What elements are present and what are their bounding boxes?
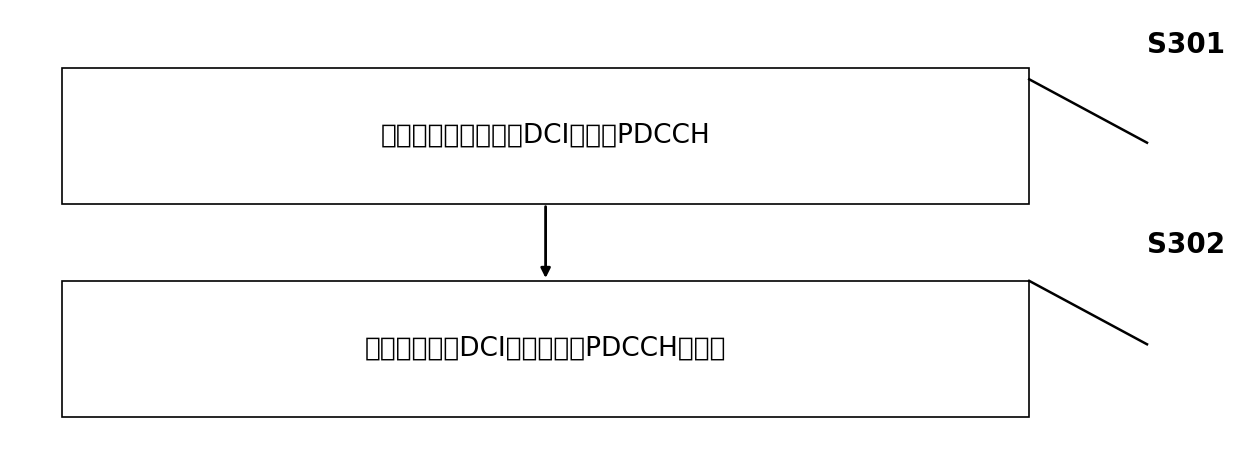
Text: 基站发送承载有第一DCI的第一PDCCH: 基站发送承载有第一DCI的第一PDCCH xyxy=(381,123,711,149)
Text: S301: S301 xyxy=(1147,31,1225,59)
Text: 基站根据第一DCI，确定第二PDCCH的发送: 基站根据第一DCI，确定第二PDCCH的发送 xyxy=(365,336,727,362)
FancyBboxPatch shape xyxy=(62,281,1029,417)
Text: S302: S302 xyxy=(1147,231,1225,259)
FancyBboxPatch shape xyxy=(62,68,1029,204)
